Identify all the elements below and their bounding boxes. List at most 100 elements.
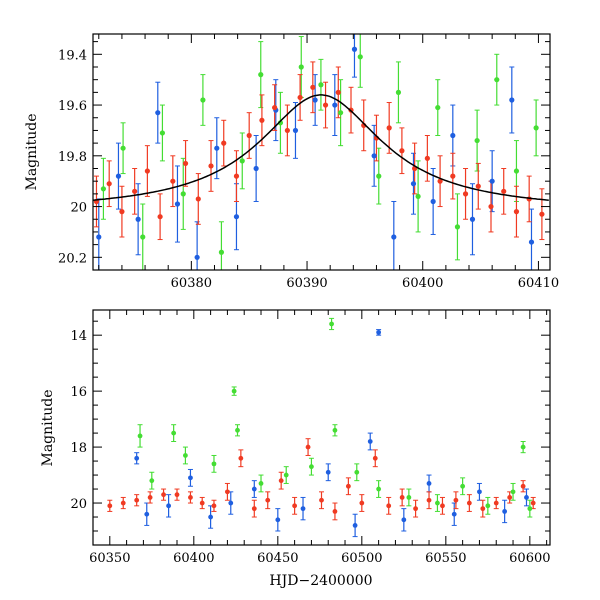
bottom-point-red xyxy=(174,492,180,498)
bottom-y-axis-label: Magnitude xyxy=(40,389,56,466)
bottom-point-green xyxy=(137,433,143,439)
top-point-red xyxy=(513,209,520,215)
top-point-red xyxy=(195,196,201,202)
top-point-blue xyxy=(430,198,436,205)
bottom-x-tick-label: 60350 xyxy=(89,551,130,566)
top-point-blue xyxy=(214,145,220,151)
bottom-point-red xyxy=(359,500,365,506)
top-point-blue xyxy=(509,97,515,103)
bottom-point-red xyxy=(188,495,193,500)
bottom-point-red xyxy=(134,497,140,503)
top-point-blue xyxy=(155,110,161,116)
top-point-red xyxy=(310,84,316,90)
top-ticks: 60380 60390 60400 60410 19.4 19.6 19.8 20 20.2 xyxy=(58,34,559,291)
top-point-blue xyxy=(233,214,240,220)
bottom-point-blue xyxy=(188,475,193,481)
bottom-point-red xyxy=(305,444,311,450)
bottom-point-red xyxy=(399,495,405,500)
bottom-point-blue xyxy=(300,506,306,512)
top-x-tick-label: 60380 xyxy=(171,276,212,291)
bottom-x-axis-label: HJD−2400000 xyxy=(269,573,372,589)
bottom-point-red xyxy=(480,506,486,512)
top-point-blue xyxy=(410,181,417,187)
bottom-point-red xyxy=(107,503,113,509)
bottom-point-green xyxy=(235,427,240,433)
top-point-red xyxy=(233,173,240,179)
top-point-red xyxy=(119,209,125,215)
model-curve xyxy=(93,94,549,201)
bottom-point-red xyxy=(199,500,205,506)
top-point-blue xyxy=(253,165,259,172)
bottom-point-green xyxy=(510,489,516,495)
top-point-green xyxy=(100,186,107,192)
bottom-point-blue xyxy=(376,329,382,335)
top-point-red xyxy=(272,104,278,111)
bottom-point-red xyxy=(386,503,392,509)
top-point-red xyxy=(399,148,405,154)
top-point-red xyxy=(322,102,329,108)
bottom-point-green xyxy=(329,321,334,327)
bottom-x-tick-label: 60450 xyxy=(257,551,298,566)
bottom-point-blue xyxy=(208,514,214,520)
bottom-point-blue xyxy=(451,511,457,517)
top-point-green xyxy=(239,158,245,164)
top-point-green xyxy=(218,249,225,255)
top-point-blue xyxy=(174,201,181,207)
bottom-point-red xyxy=(466,500,472,506)
top-point-red xyxy=(259,117,265,123)
bottom-point-red xyxy=(507,495,513,500)
top-point-red xyxy=(462,191,469,197)
bottom-point-green xyxy=(460,483,466,489)
bottom-point-blue xyxy=(251,486,257,492)
top-point-red xyxy=(132,188,138,194)
bottom-point-green xyxy=(520,444,526,450)
top-point-red xyxy=(450,173,456,179)
top-point-red xyxy=(386,125,392,131)
bottom-point-green xyxy=(171,430,177,436)
top-y-tick-label: 19.4 xyxy=(58,48,87,63)
top-point-blue xyxy=(292,127,299,134)
top-point-blue xyxy=(96,234,102,240)
bottom-point-red xyxy=(520,483,526,489)
bottom-point-red xyxy=(238,455,244,461)
bottom-point-red xyxy=(211,503,217,509)
bottom-point-blue xyxy=(401,517,407,523)
top-point-green xyxy=(298,64,304,70)
bottom-point-green xyxy=(309,464,314,470)
top-point-green xyxy=(200,97,206,103)
bottom-point-blue xyxy=(275,517,281,523)
bottom-y-tick-label: 16 xyxy=(70,385,87,400)
bottom-point-red xyxy=(530,500,536,506)
top-point-red xyxy=(501,188,507,194)
top-point-green xyxy=(415,193,421,200)
top-point-red xyxy=(335,89,341,95)
top-point-red xyxy=(437,178,443,184)
bottom-y-tick-label: 14 xyxy=(70,329,87,344)
top-point-green xyxy=(140,234,146,240)
bottom-point-red xyxy=(426,497,432,503)
bottom-point-red xyxy=(319,497,324,503)
bottom-point-blue xyxy=(325,469,331,475)
top-point-green xyxy=(454,224,461,230)
top-point-red xyxy=(424,155,430,161)
top-x-tick-label: 60390 xyxy=(286,276,327,291)
top-point-red xyxy=(208,163,214,169)
top-point-red xyxy=(284,127,290,134)
bottom-point-green xyxy=(283,472,289,478)
top-panel: 60380 60390 60400 60410 19.4 19.6 19.8 20 20.2 M… xyxy=(24,33,559,291)
top-point-red xyxy=(488,203,494,210)
top-point-green xyxy=(533,125,539,131)
bottom-point-blue xyxy=(502,509,508,514)
top-point-red xyxy=(170,178,176,184)
top-point-blue xyxy=(312,97,318,103)
bottom-point-red xyxy=(453,497,459,503)
top-point-green xyxy=(376,173,382,179)
top-plot-area xyxy=(93,34,549,270)
bottom-point-green xyxy=(435,500,440,506)
top-point-red xyxy=(182,160,189,167)
top-point-red xyxy=(246,132,252,139)
bottom-x-tick-label: 60600 xyxy=(509,551,550,566)
bottom-point-red xyxy=(345,483,351,489)
bottom-point-green xyxy=(376,486,382,492)
